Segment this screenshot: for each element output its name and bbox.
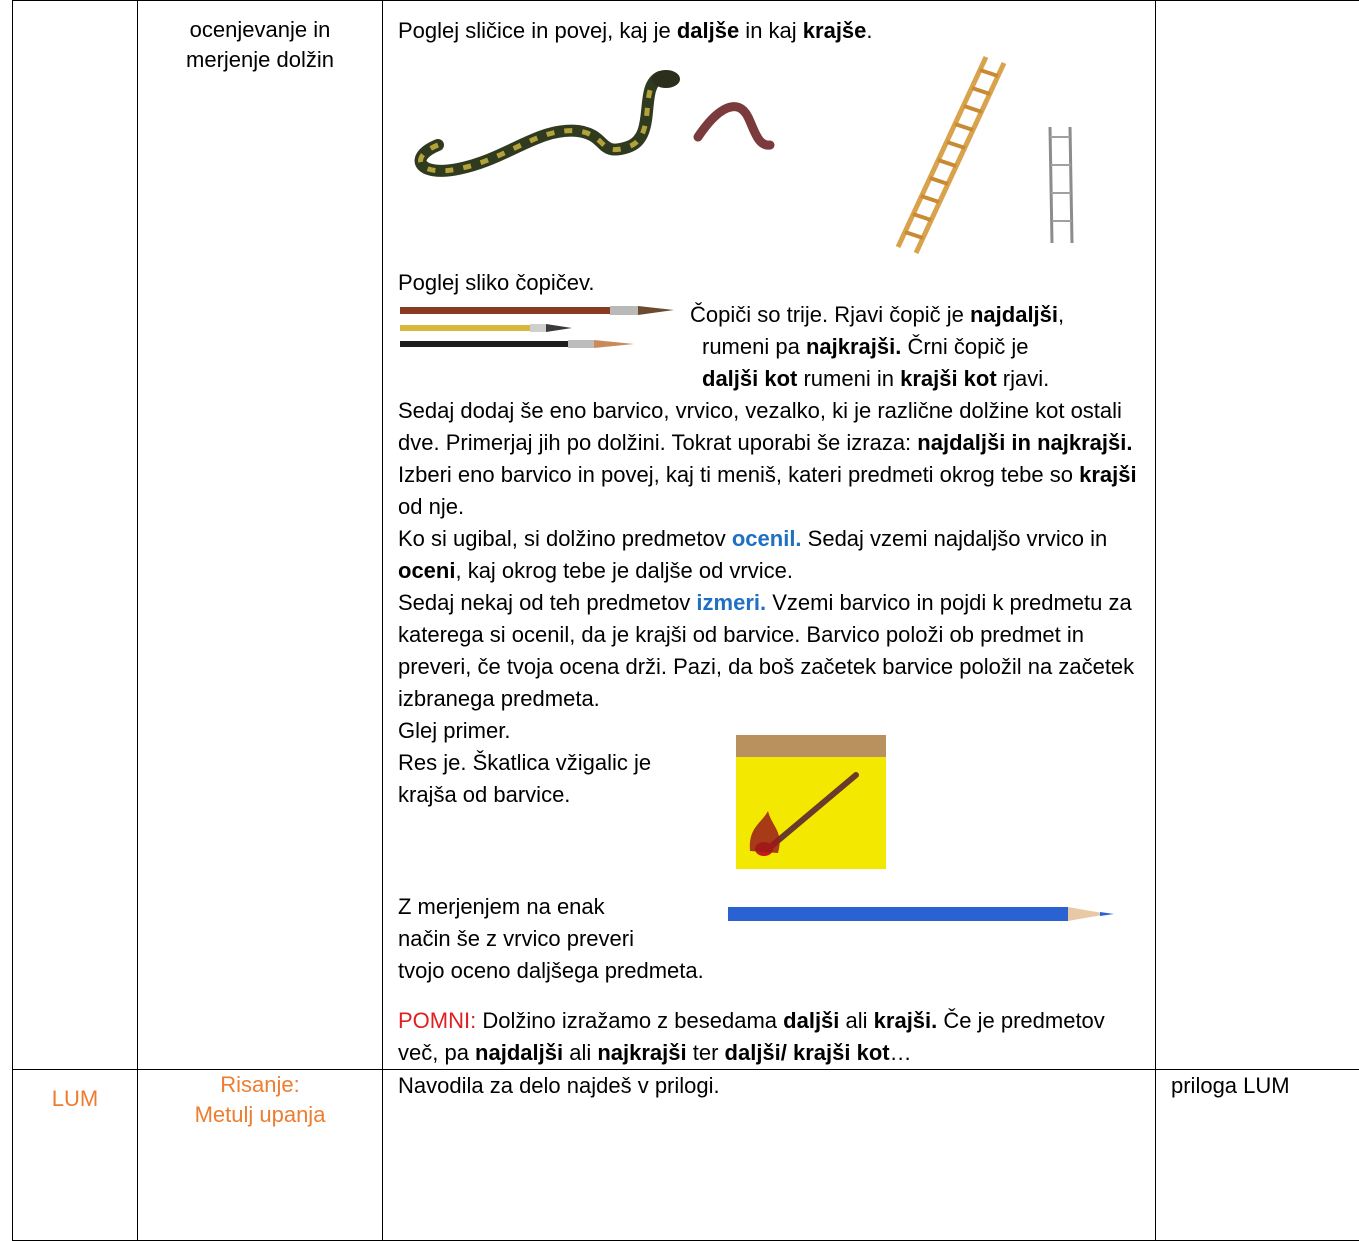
subject-cell-lum: LUM <box>13 1070 138 1241</box>
brushes-image <box>396 301 681 361</box>
example-section: Glej primer. Res je. Škatlica vžigalic j… <box>398 715 1145 1005</box>
topic-cell: ocenjevanje in merjenje dolžin <box>138 1 383 1070</box>
intro-text: Poglej sličice in povej, kaj je daljše i… <box>398 15 1145 47</box>
comparison-illustration <box>398 47 1148 267</box>
paragraph-measure: Sedaj nekaj od teh predmetov izmeri. Vze… <box>398 587 1145 715</box>
subject-label: LUM <box>13 1070 137 1114</box>
content-cell: Poglej sličice in povej, kaj je daljše i… <box>383 1 1156 1070</box>
lesson-table: ocenjevanje in merjenje dolžin Poglej sl… <box>12 0 1359 1241</box>
pencil-image <box>728 899 1128 929</box>
attachment-label: priloga LUM <box>1156 1070 1359 1102</box>
topic-cell-lum: Risanje: Metulj upanja <box>138 1070 383 1241</box>
table-row: LUM Risanje: Metulj upanja Navodila za d… <box>13 1070 1359 1241</box>
subject-cell <box>13 1 138 1070</box>
remember-paragraph: POMNI: Dolžino izražamo z besedama daljš… <box>398 1005 1145 1069</box>
long-ladder-image <box>898 57 1004 253</box>
paragraph-guess: Izberi eno barvico in povej, kaj ti meni… <box>398 459 1145 523</box>
content-cell-lum: Navodila za delo najdeš v prilogi. <box>383 1070 1156 1241</box>
topic-text: ocenjevanje in merjenje dolžin <box>138 1 382 75</box>
matchbox-image <box>728 731 898 881</box>
instructions-text: Navodila za delo najdeš v prilogi. <box>383 1070 1155 1102</box>
paragraph-compare: Sedaj dodaj še eno barvico, vrvico, veza… <box>398 395 1145 459</box>
example-label: Glej primer. <box>398 715 728 747</box>
brushes-title: Poglej sliko čopičev. <box>398 267 1145 299</box>
snake-image <box>421 70 680 171</box>
short-ladder-image <box>1050 127 1072 243</box>
topic-text: Risanje: Metulj upanja <box>138 1070 382 1130</box>
attachment-cell <box>1156 1 1359 1070</box>
comparison-images <box>398 47 1145 267</box>
table-row: ocenjevanje in merjenje dolžin Poglej sl… <box>13 1 1359 1070</box>
worm-image <box>698 107 770 146</box>
attachment-cell-lum: priloga LUM <box>1156 1070 1359 1241</box>
brushes-section: Čopiči so trije. Rjavi čopič je najdaljš… <box>398 299 1145 395</box>
brushes-description: Čopiči so trije. Rjavi čopič je najdaljš… <box>690 299 1150 395</box>
paragraph-estimate: Ko si ugibal, si dolžino predmetov oceni… <box>398 523 1145 587</box>
